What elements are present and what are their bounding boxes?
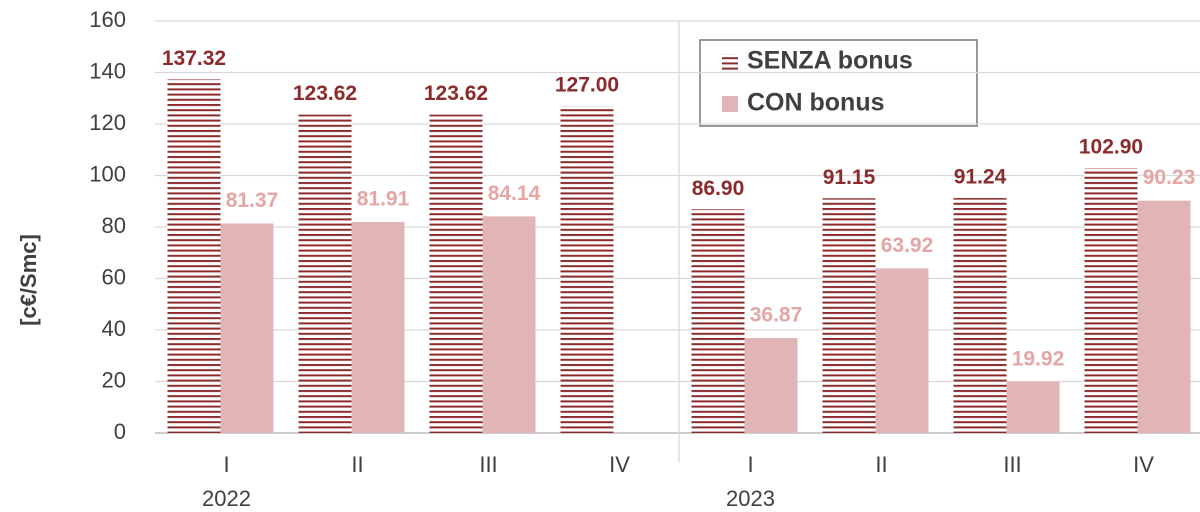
group-label: 2023 [726, 486, 775, 511]
y-tick-label: 40 [102, 316, 126, 341]
value-label: 81.91 [357, 188, 410, 211]
value-label: 90.23 [1143, 166, 1196, 189]
y-tick-label: 80 [102, 213, 126, 238]
bar [482, 216, 536, 433]
bar [167, 79, 221, 433]
y-tick-label: 20 [102, 367, 126, 392]
value-label: 84.14 [488, 182, 541, 205]
y-tick-label: 100 [89, 161, 126, 186]
y-tick-label: 160 [89, 7, 126, 32]
x-tick-label: IV [1133, 452, 1154, 477]
bar [298, 114, 352, 433]
bar [560, 105, 614, 433]
x-tick-label: III [1003, 452, 1021, 477]
value-label: 19.92 [1012, 347, 1065, 370]
bar [822, 198, 876, 433]
value-label: 137.32 [162, 47, 226, 70]
x-tick-label: IV [609, 452, 630, 477]
value-label: 91.24 [954, 166, 1007, 189]
value-label: 63.92 [881, 234, 934, 257]
bar [1137, 200, 1191, 433]
value-label: 36.87 [750, 304, 803, 327]
y-tick-label: 120 [89, 110, 126, 135]
y-tick-label: 140 [89, 58, 126, 83]
bar [351, 222, 405, 433]
y-tick-label: 0 [114, 419, 126, 444]
x-tick-label: II [875, 452, 887, 477]
legend-box [699, 39, 978, 127]
x-tick-label: I [747, 452, 753, 477]
bar [220, 223, 274, 433]
bar [429, 114, 483, 433]
bar [744, 338, 798, 433]
x-tick-label: II [351, 452, 363, 477]
value-label: 123.62 [424, 82, 488, 105]
value-label: 86.90 [692, 177, 745, 200]
group-label: 2022 [202, 486, 251, 511]
value-label: 81.37 [226, 189, 279, 212]
legend-swatch [722, 96, 738, 112]
value-label: 123.62 [293, 82, 357, 105]
bar [1084, 168, 1138, 433]
bar [875, 268, 929, 433]
bar [1006, 381, 1060, 433]
legend-label: CON bonus [747, 89, 885, 117]
value-label: 91.15 [823, 166, 876, 189]
bar [691, 209, 745, 433]
bar [953, 198, 1007, 433]
x-tick-label: I [223, 452, 229, 477]
value-label: 102.90 [1079, 136, 1143, 159]
x-tick-label: III [479, 452, 497, 477]
legend-label: SENZA bonus [747, 47, 913, 75]
y-tick-label: 60 [102, 264, 126, 289]
y-axis-title: [c€/Smc] [16, 234, 41, 326]
value-label: 127.00 [555, 74, 619, 97]
legend-swatch [722, 54, 738, 70]
